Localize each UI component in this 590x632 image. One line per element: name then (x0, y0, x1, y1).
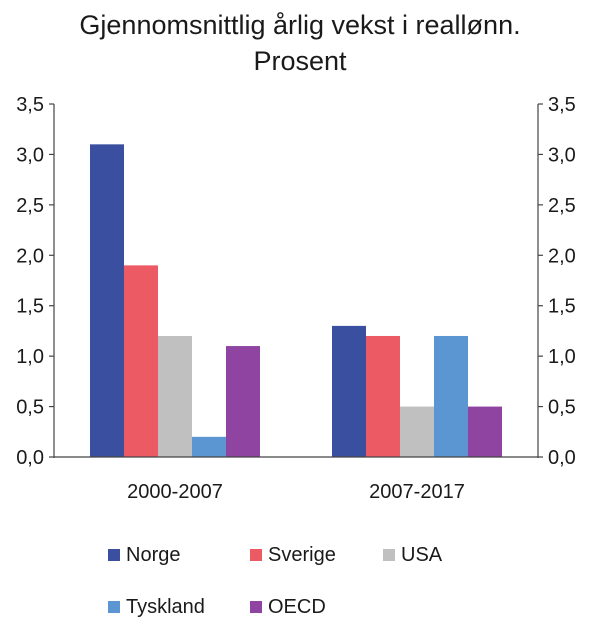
right-y-axis: 0,0 0,5 1,0 1,5 2,0 2,5 3,0 3,5 (538, 94, 576, 469)
left-tick-label: 0,0 (16, 447, 44, 469)
legend: Norge Sverige USA Tyskland OECD (108, 544, 443, 618)
category-label: 2000-2007 (127, 481, 223, 503)
right-tick-label: 0,5 (548, 397, 576, 419)
chart-title-line-2: Prosent (253, 46, 347, 76)
legend-swatch-usa (383, 549, 395, 561)
bar-tyskland-2007-2017 (434, 335, 468, 457)
bar-tyskland-2000-2007 (192, 436, 226, 457)
legend-label-usa: USA (401, 544, 443, 566)
bar-usa-2007-2017 (400, 406, 434, 457)
legend-swatch-tyskland (108, 601, 120, 613)
left-y-axis: 0,0 0,5 1,0 1,5 2,0 2,5 3,0 3,5 (16, 94, 54, 469)
bar-norge-2000-2007 (90, 144, 124, 458)
right-tick-label: 1,0 (548, 346, 576, 368)
legend-swatch-sverige (250, 549, 262, 561)
category-label: 2007-2017 (369, 481, 465, 503)
bar-norge-2007-2017 (332, 325, 366, 457)
left-tick-label: 1,0 (16, 346, 44, 368)
legend-swatch-norge (108, 549, 120, 561)
category-labels: 2000-2007 2007-2017 (127, 481, 465, 503)
bar-sverige-2000-2007 (124, 265, 158, 457)
bar-oecd-2000-2007 (226, 346, 260, 457)
bars (90, 144, 502, 458)
right-tick-label: 1,5 (548, 296, 576, 318)
bar-sverige-2007-2017 (366, 335, 400, 457)
left-tick-label: 3,0 (16, 144, 44, 166)
right-tick-label: 2,5 (548, 195, 576, 217)
chart-title-line-1: Gjennomsnittlig årlig vekst i reallønn. (79, 10, 520, 40)
legend-label-norge: Norge (126, 544, 180, 566)
left-tick-label: 2,5 (16, 195, 44, 217)
left-tick-label: 3,5 (16, 94, 44, 116)
bar-usa-2000-2007 (158, 335, 192, 457)
right-tick-label: 0,0 (548, 447, 576, 469)
left-tick-label: 2,0 (16, 245, 44, 267)
right-tick-label: 3,0 (548, 144, 576, 166)
legend-label-tyskland: Tyskland (126, 596, 205, 618)
bar-oecd-2007-2017 (468, 406, 502, 457)
right-tick-label: 2,0 (548, 245, 576, 267)
legend-label-sverige: Sverige (268, 544, 336, 566)
right-tick-label: 3,5 (548, 94, 576, 116)
left-tick-label: 1,5 (16, 296, 44, 318)
legend-swatch-oecd (250, 601, 262, 613)
legend-label-oecd: OECD (268, 596, 326, 618)
left-tick-label: 0,5 (16, 397, 44, 419)
